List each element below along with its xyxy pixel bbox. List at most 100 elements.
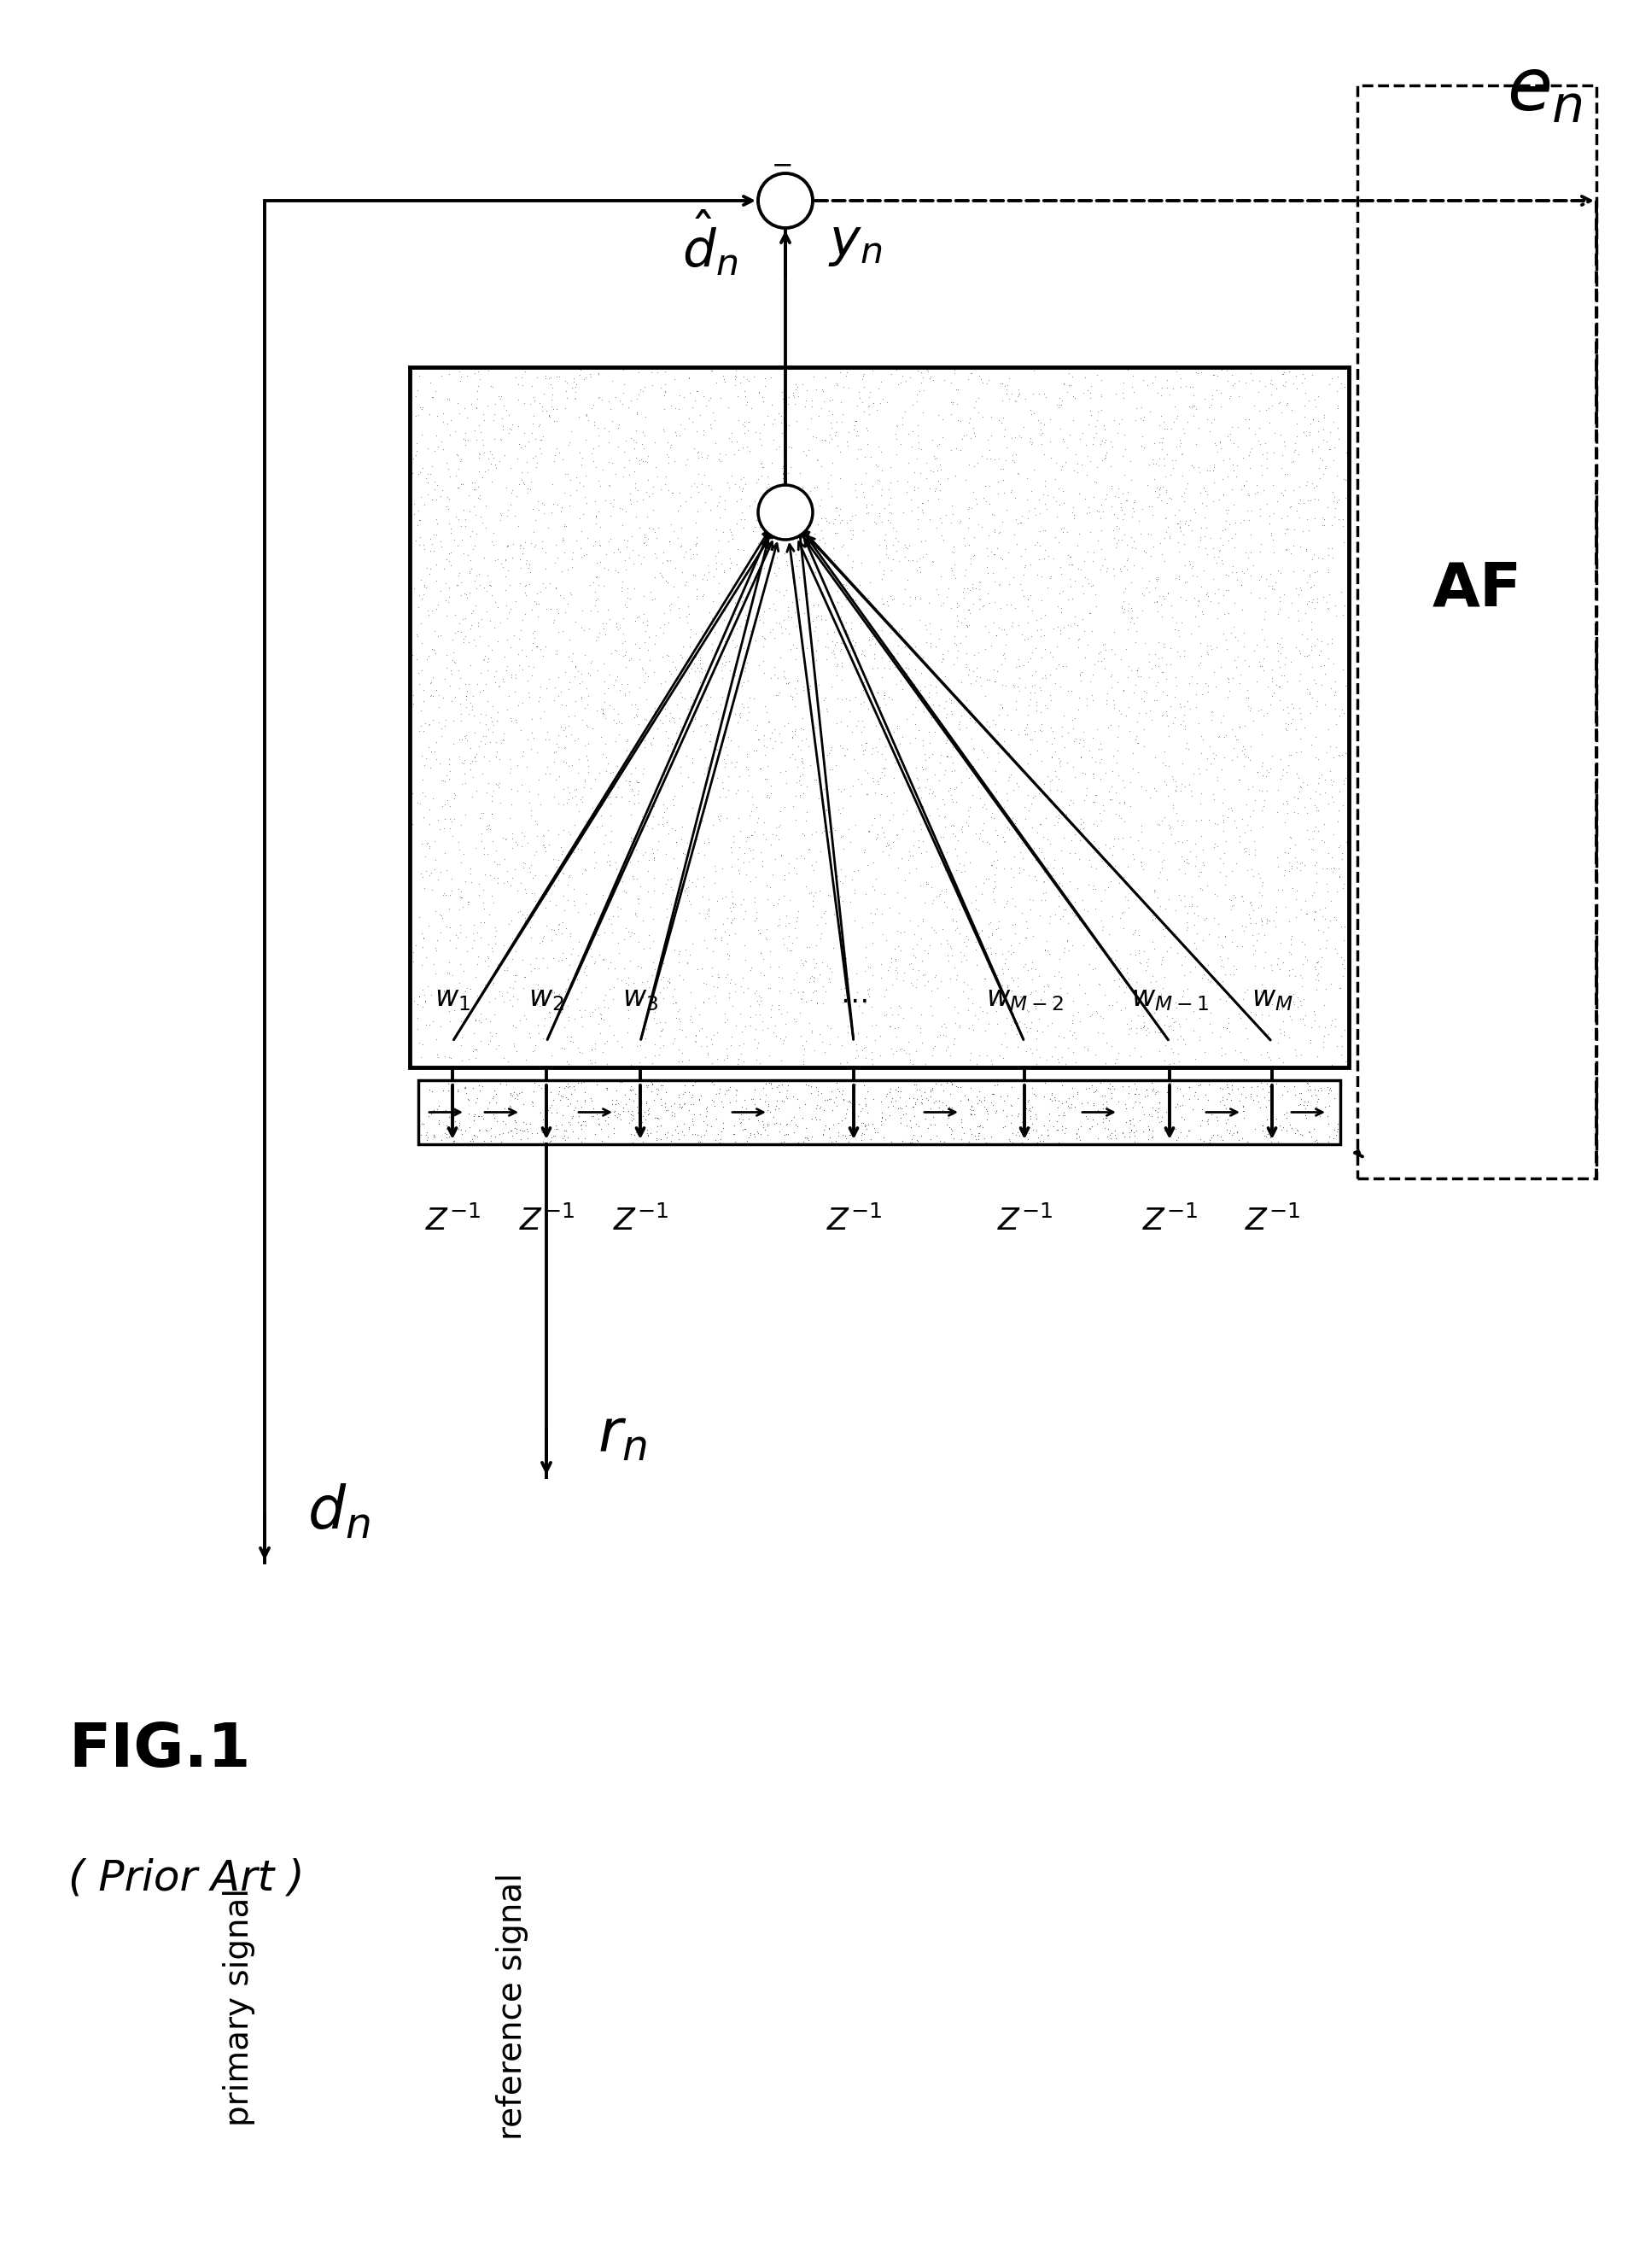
Point xyxy=(1283,592,1309,628)
Point xyxy=(742,1041,768,1077)
Point xyxy=(850,665,876,701)
Point xyxy=(736,433,762,469)
Point xyxy=(778,499,804,535)
Point xyxy=(1190,381,1216,417)
Point xyxy=(470,395,497,431)
Point xyxy=(746,916,772,953)
Point xyxy=(606,934,632,971)
Point xyxy=(1237,558,1263,594)
Point xyxy=(871,728,897,764)
Point xyxy=(1182,494,1208,531)
Point xyxy=(475,925,501,962)
Point xyxy=(682,699,708,735)
Point xyxy=(1088,803,1114,839)
Point xyxy=(822,746,848,782)
Point xyxy=(868,560,894,596)
Point xyxy=(480,1093,506,1129)
Point xyxy=(1045,576,1071,612)
Point xyxy=(633,1012,659,1048)
Point xyxy=(1320,764,1346,801)
Point xyxy=(615,442,641,479)
Point xyxy=(713,1032,739,1068)
Point xyxy=(552,1123,578,1159)
Point xyxy=(917,1091,943,1127)
Point xyxy=(490,714,516,751)
Point xyxy=(612,551,638,587)
Point xyxy=(549,835,575,871)
Point xyxy=(523,882,549,919)
Point xyxy=(1257,363,1283,399)
Point xyxy=(694,705,720,742)
Point xyxy=(1197,996,1223,1032)
Point xyxy=(1315,728,1341,764)
Point xyxy=(479,1018,505,1055)
Point xyxy=(1114,540,1140,576)
Point xyxy=(552,594,578,631)
Point xyxy=(1211,919,1237,955)
Point xyxy=(1234,1021,1260,1057)
Point xyxy=(1250,787,1276,823)
Point xyxy=(1211,957,1237,993)
Point xyxy=(770,1023,796,1059)
Point xyxy=(573,397,599,433)
Point xyxy=(969,708,995,744)
Point xyxy=(475,628,501,665)
Point xyxy=(664,660,690,696)
Point xyxy=(751,619,777,655)
Point xyxy=(624,395,650,431)
Point xyxy=(1234,687,1260,723)
Point xyxy=(991,946,1018,982)
Point xyxy=(560,361,586,397)
Point xyxy=(575,748,601,785)
Point xyxy=(422,635,448,671)
Point xyxy=(451,1111,477,1148)
Point xyxy=(568,610,594,646)
Point xyxy=(435,955,461,991)
Point xyxy=(1245,581,1271,617)
Point xyxy=(404,433,430,469)
Point xyxy=(514,826,540,862)
Point xyxy=(956,651,982,687)
Point xyxy=(985,440,1011,476)
Point xyxy=(405,397,431,433)
Point xyxy=(804,1073,830,1109)
Point xyxy=(1166,875,1192,912)
Point xyxy=(759,386,785,422)
Point xyxy=(462,737,488,773)
Point xyxy=(1159,787,1185,823)
Point xyxy=(1234,680,1260,717)
Point xyxy=(484,832,510,869)
Point xyxy=(1262,894,1288,930)
Point xyxy=(490,408,516,445)
Point xyxy=(710,850,736,887)
Point xyxy=(1027,835,1053,871)
Point xyxy=(1022,497,1048,533)
Point xyxy=(1047,748,1073,785)
Point xyxy=(1140,1118,1166,1154)
Point xyxy=(1162,429,1188,465)
Point xyxy=(1328,841,1354,878)
Point xyxy=(560,635,586,671)
Point xyxy=(920,1030,946,1066)
Point xyxy=(488,379,514,415)
Point xyxy=(1000,442,1026,479)
Point xyxy=(625,599,651,635)
Point xyxy=(912,968,938,1005)
Point xyxy=(873,528,899,565)
Point xyxy=(1131,771,1158,807)
Point xyxy=(1332,950,1358,987)
Point xyxy=(1284,780,1311,816)
Point xyxy=(874,953,900,989)
Point xyxy=(568,1125,594,1161)
Point xyxy=(1294,483,1320,519)
Point xyxy=(811,533,837,569)
Point xyxy=(824,857,850,894)
Point xyxy=(861,896,887,932)
Point xyxy=(850,1116,876,1152)
Point xyxy=(723,506,749,542)
Point xyxy=(1185,705,1211,742)
Point xyxy=(1014,953,1040,989)
Point xyxy=(1144,624,1171,660)
Point xyxy=(908,1080,934,1116)
Point xyxy=(853,411,879,447)
